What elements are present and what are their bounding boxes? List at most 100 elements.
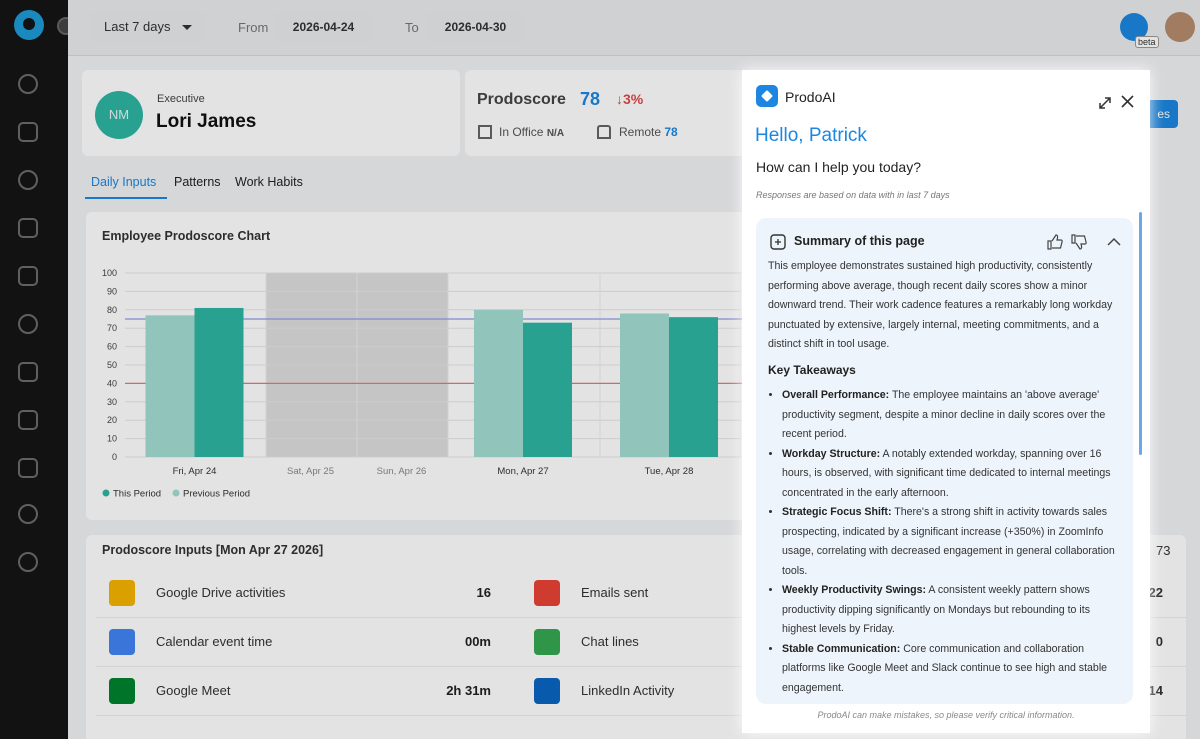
x-tick-label: Fri, Apr 24 [173, 466, 217, 477]
nav-icon[interactable] [18, 314, 38, 334]
nav-icon[interactable] [18, 266, 38, 286]
tab-underline [85, 197, 167, 199]
remote-icon [597, 125, 611, 139]
office: In Office N/A [499, 125, 564, 139]
tab[interactable]: Work Habits [235, 175, 303, 189]
nav-icon[interactable] [18, 170, 38, 190]
tab[interactable]: Patterns [174, 175, 221, 189]
x-tick-label: Tue, Apr 28 [645, 466, 694, 477]
sidebar [0, 0, 68, 739]
nav-icon[interactable] [18, 362, 38, 382]
thumbs-down[interactable] [1071, 234, 1087, 250]
summary-icon [770, 234, 786, 250]
collapse-chevron[interactable] [1107, 237, 1121, 246]
input-icon [534, 678, 560, 704]
input-label: Emails sent [581, 585, 649, 600]
takeaway: Stable Communication: Core communication… [782, 640, 1124, 699]
close-button[interactable] [1121, 95, 1134, 108]
summary-card: Summary of this page This employee demon… [756, 218, 1133, 704]
thumbs-up[interactable] [1047, 234, 1063, 250]
bar [145, 315, 195, 457]
takeaways: Overall Performance: The employee mainta… [768, 386, 1124, 698]
remote-label: Remote [619, 125, 662, 139]
input-icon [534, 580, 560, 606]
summary-text: This employee demonstrates sustained hig… [768, 260, 1113, 351]
takeaway-text: The employee maintains an 'above average… [782, 389, 1106, 440]
input-value: 0 [1155, 634, 1163, 649]
remote-value: 78 [664, 125, 678, 139]
legend-label: Previous Period [183, 489, 250, 500]
y-tick-label: 90 [107, 286, 117, 296]
y-tick-label: 10 [107, 434, 117, 444]
input-icon [109, 629, 135, 655]
nav-icon[interactable] [18, 458, 38, 478]
takeaway-text: A consistent weekly pattern shows produc… [782, 584, 1090, 635]
legend-swatch [172, 489, 180, 497]
tab-active[interactable]: Daily Inputs [91, 175, 157, 189]
legend-swatch [102, 489, 110, 497]
from-label: From [238, 20, 269, 35]
bar [474, 309, 523, 457]
x-tick-label: Sat, Apr 25 [287, 466, 334, 477]
to-date[interactable]: 2026-04-30 [427, 12, 524, 42]
input-value: 2h 31m [446, 683, 491, 698]
takeaway: Overall Performance: The employee mainta… [782, 386, 1124, 445]
y-tick-label: 40 [107, 378, 117, 388]
takeaway-label: Strategic Focus Shift: [782, 506, 892, 518]
nav-icon[interactable] [18, 410, 38, 430]
prompt: How can I help you today? [756, 159, 921, 175]
nav-icon[interactable] [18, 552, 38, 572]
score-card [465, 70, 745, 156]
remote: Remote 78 [619, 125, 678, 139]
y-tick-label: 30 [107, 397, 117, 407]
feedback-controls [1047, 234, 1121, 250]
initials-avatar: NM [95, 91, 143, 139]
takeaway: Strategic Focus Shift: There's a strong … [782, 503, 1124, 581]
expand-button[interactable] [1099, 97, 1111, 109]
row-divider [96, 715, 1186, 716]
bar [523, 322, 572, 457]
name: Lori James [156, 111, 257, 132]
y-tick-label: 20 [107, 415, 117, 425]
range: Last 7 days [104, 19, 171, 34]
y-tick-label: 70 [107, 323, 117, 333]
takeaway: Workday Structure: A notably extended wo… [782, 445, 1124, 504]
assistant-name: ProdoAI [785, 89, 836, 105]
y-tick-label: 100 [102, 268, 117, 278]
nav-icon[interactable] [18, 218, 38, 238]
input-label: LinkedIn Activity [581, 683, 675, 698]
disclaimer: ProdoAI can make mistakes, so please ver… [817, 710, 1075, 720]
range-dropdown[interactable]: Last 7 days [90, 12, 205, 42]
input-icon [109, 580, 135, 606]
greeting: Hello, Patrick [755, 125, 867, 146]
note: Responses are based on data with in last… [756, 190, 950, 200]
input-label: Google Meet [156, 683, 231, 698]
takeaway-text: There's a strong shift in activity towar… [782, 506, 1115, 577]
y-tick-label: 50 [107, 360, 117, 370]
takeaway-label: Stable Communication: [782, 642, 901, 655]
takeaway-label: Overall Performance: [782, 389, 890, 401]
caret [182, 25, 192, 35]
input-value: 22 [1148, 585, 1163, 600]
window-controls [1099, 95, 1134, 109]
score-change: ↓3% [616, 91, 644, 107]
bar [669, 317, 718, 457]
takeaway-text: A notably extended workday, spanning ove… [782, 447, 1111, 499]
nav-icon[interactable] [18, 122, 38, 142]
profile-card [82, 70, 460, 156]
takeaway-label: Workday Structure: [782, 447, 881, 460]
role: Executive [157, 93, 205, 105]
input-label: Google Drive activities [156, 585, 286, 600]
nav-icon[interactable] [18, 504, 38, 524]
input-label: Chat lines [581, 634, 639, 649]
row-divider [96, 617, 1186, 618]
avatar[interactable] [1165, 12, 1195, 42]
inputs-total: 73 [1156, 543, 1171, 558]
input-label: Calendar event time [156, 634, 273, 649]
logo-hole [23, 18, 35, 30]
score-label: Prodoscore [477, 91, 566, 108]
nav-icon[interactable] [18, 74, 38, 94]
from-date[interactable]: 2026-04-24 [275, 12, 372, 42]
